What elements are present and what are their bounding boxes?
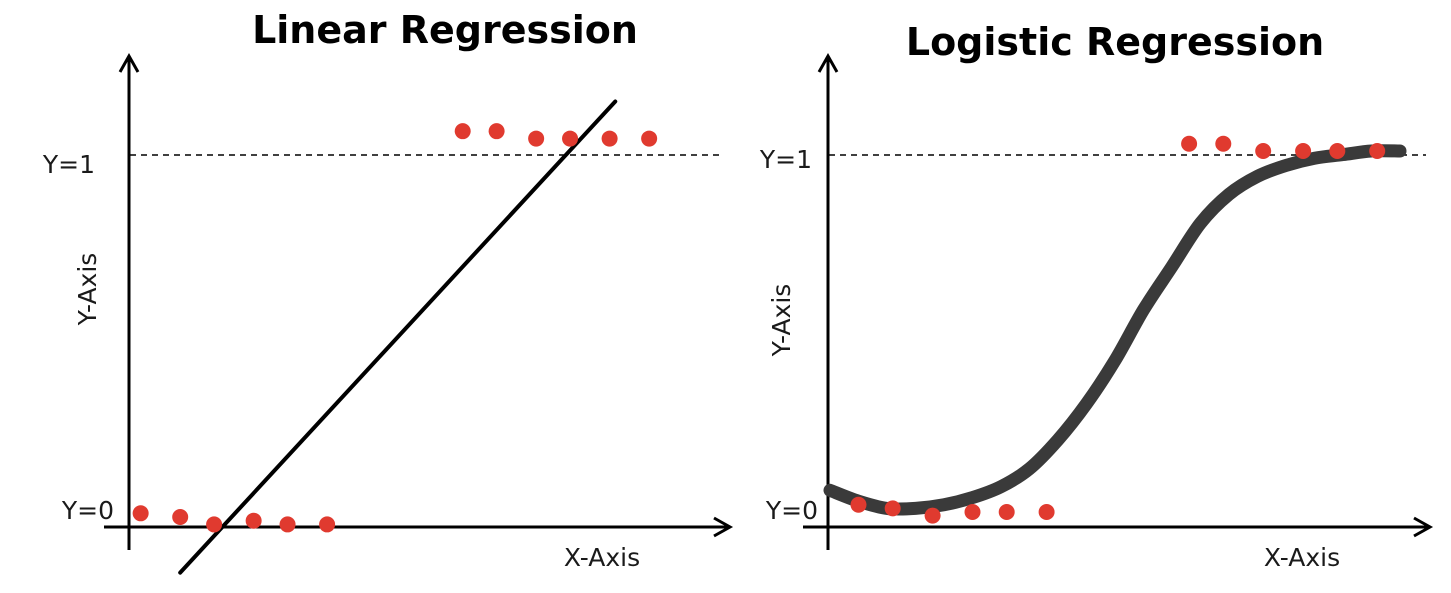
y-axis-label: Y-Axis [73, 253, 102, 327]
data-point-1 [884, 500, 901, 517]
data-point-3 [964, 504, 981, 520]
data-point-11 [641, 130, 658, 147]
data-point-5 [1038, 504, 1055, 520]
x-axis-label: X-Axis [564, 543, 640, 572]
data-point-7 [1215, 135, 1232, 152]
data-point-0 [850, 496, 867, 513]
logistic-regression-panel: Logistic Regression Y=1 Y=0 X-Axis Y-Axi… [759, 20, 1434, 572]
data-point-0 [132, 505, 149, 522]
data-point-4 [279, 516, 296, 533]
data-point-10 [1329, 143, 1346, 159]
y-axis-arrow-icon [118, 52, 140, 73]
chart-title: Linear Regression [252, 8, 638, 52]
regression-line [178, 99, 618, 575]
y-tick-label-1: Y=1 [759, 145, 812, 174]
y-axis-arrow-icon [817, 52, 839, 73]
data-point-2 [924, 507, 941, 524]
chart-title: Logistic Regression [906, 20, 1324, 64]
data-point-9 [1295, 143, 1312, 159]
data-point-8 [528, 130, 545, 147]
fit-line-group [178, 99, 618, 575]
data-point-11 [1369, 143, 1386, 159]
y-axis-label: Y-Axis [767, 284, 796, 358]
data-point-7 [488, 123, 505, 140]
y-tick-label-1: Y=1 [42, 150, 95, 179]
x-axis-arrow-icon [713, 516, 734, 538]
x-axis-label: X-Axis [1264, 543, 1340, 572]
data-point-10 [601, 130, 618, 147]
data-point-2 [206, 516, 223, 533]
data-points-group [850, 135, 1386, 524]
fit-curve-group [823, 144, 1407, 516]
y-tick-label-0: Y=0 [61, 496, 114, 525]
data-point-1 [172, 509, 189, 525]
data-point-6 [454, 123, 471, 140]
data-points-group [132, 123, 658, 533]
x-axis-arrow-icon [1413, 516, 1434, 538]
data-point-6 [1181, 135, 1198, 152]
sigmoid-curve [823, 144, 1407, 516]
data-point-5 [319, 516, 336, 533]
linear-regression-panel: Linear Regression Y=1 Y=0 X-Axis Y-Axis [42, 8, 734, 575]
data-point-4 [998, 504, 1015, 520]
data-point-3 [245, 512, 262, 529]
data-point-8 [1255, 143, 1272, 159]
y-tick-label-0: Y=0 [765, 496, 818, 525]
data-point-9 [562, 130, 579, 147]
